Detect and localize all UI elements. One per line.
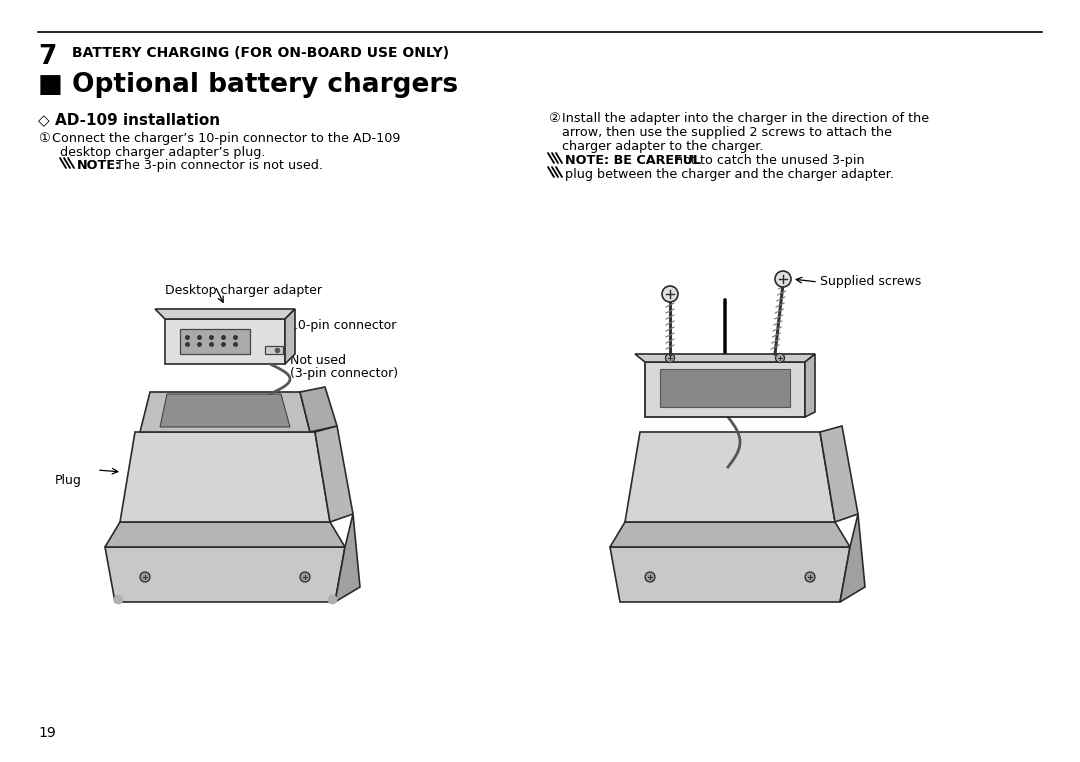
Text: (3-pin connector): (3-pin connector) — [291, 367, 399, 380]
Text: Plug: Plug — [55, 474, 82, 487]
Text: charger adapter to the charger.: charger adapter to the charger. — [562, 140, 764, 153]
Circle shape — [140, 572, 150, 582]
Text: NOTE:: NOTE: — [77, 159, 121, 172]
Circle shape — [300, 572, 310, 582]
Text: ◇ AD-109 installation: ◇ AD-109 installation — [38, 112, 220, 127]
Text: 10-pin connector: 10-pin connector — [291, 319, 396, 332]
Polygon shape — [265, 346, 283, 354]
Text: ②: ② — [548, 112, 559, 125]
Polygon shape — [840, 514, 865, 602]
Text: NOTE: BE CAREFUL: NOTE: BE CAREFUL — [565, 154, 701, 167]
Text: desktop charger adapter’s plug.: desktop charger adapter’s plug. — [60, 146, 266, 159]
Polygon shape — [625, 432, 835, 522]
Polygon shape — [645, 362, 805, 417]
Polygon shape — [610, 547, 850, 602]
Polygon shape — [300, 387, 337, 432]
Text: ①: ① — [38, 132, 50, 145]
Polygon shape — [160, 394, 291, 427]
Polygon shape — [315, 426, 353, 522]
Polygon shape — [335, 514, 360, 602]
Circle shape — [775, 354, 784, 363]
Text: arrow, then use the supplied 2 screws to attach the: arrow, then use the supplied 2 screws to… — [562, 126, 892, 139]
Circle shape — [775, 271, 791, 287]
Text: plug between the charger and the charger adapter.: plug between the charger and the charger… — [565, 168, 894, 181]
Polygon shape — [820, 426, 858, 522]
Text: Connect the charger’s 10-pin connector to the AD-109: Connect the charger’s 10-pin connector t… — [52, 132, 401, 145]
Text: BATTERY CHARGING (FOR ON-BOARD USE ONLY): BATTERY CHARGING (FOR ON-BOARD USE ONLY) — [72, 46, 449, 60]
Polygon shape — [635, 354, 815, 362]
Text: Desktop charger adapter: Desktop charger adapter — [165, 284, 322, 297]
Bar — [180, 329, 249, 354]
Polygon shape — [610, 522, 850, 547]
Text: The 3-pin connector is not used.: The 3-pin connector is not used. — [112, 159, 323, 172]
Polygon shape — [660, 369, 789, 407]
Circle shape — [645, 572, 654, 582]
Text: not to catch the unused 3-pin: not to catch the unused 3-pin — [671, 154, 865, 167]
Polygon shape — [120, 432, 330, 522]
Text: Not used: Not used — [291, 354, 346, 367]
Text: Supplied screws: Supplied screws — [820, 276, 921, 289]
Text: 19: 19 — [38, 726, 56, 740]
Polygon shape — [165, 319, 285, 364]
Polygon shape — [105, 522, 345, 547]
Polygon shape — [805, 354, 815, 417]
Polygon shape — [285, 309, 295, 364]
Text: Install the adapter into the charger in the direction of the: Install the adapter into the charger in … — [562, 112, 929, 125]
Polygon shape — [105, 547, 345, 602]
Polygon shape — [156, 309, 295, 319]
Circle shape — [662, 286, 678, 302]
Circle shape — [805, 572, 815, 582]
Text: 7: 7 — [38, 44, 56, 70]
Circle shape — [665, 354, 675, 363]
Polygon shape — [140, 392, 310, 432]
Text: ■ Optional battery chargers: ■ Optional battery chargers — [38, 72, 458, 98]
